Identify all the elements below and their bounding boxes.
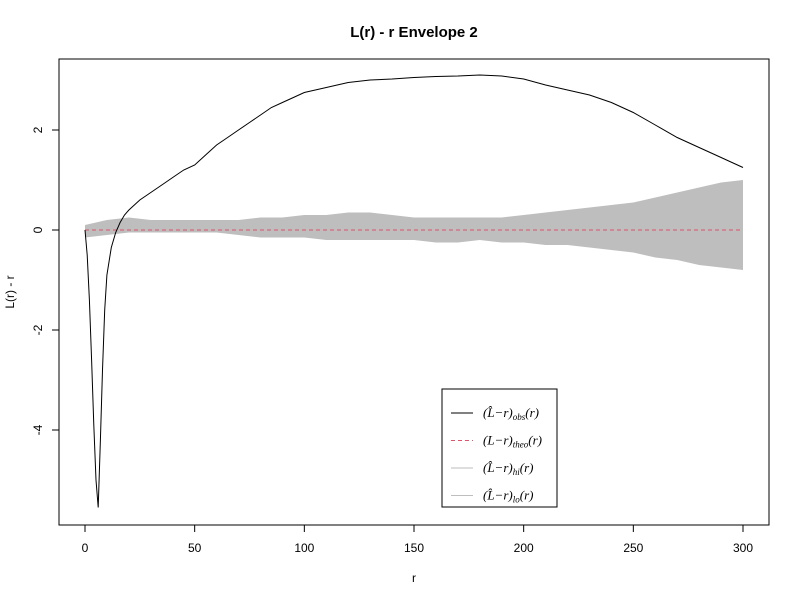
- chart-title: L(r) - r Envelope 2: [350, 24, 478, 41]
- y-tick-label: 2: [31, 126, 45, 133]
- x-tick-label: 200: [514, 541, 534, 555]
- x-tick-label: 50: [188, 541, 202, 555]
- y-axis-label: L(r) - r: [3, 275, 17, 308]
- x-axis: 0 50 100 150 200 250 300: [82, 524, 753, 555]
- envelope-band: [85, 180, 743, 270]
- x-tick-label: 0: [82, 541, 89, 555]
- y-tick-label: -2: [31, 324, 45, 335]
- y-tick-label: 0: [31, 226, 45, 233]
- legend-label-hi: (L̂−r)hi(r): [483, 460, 533, 477]
- legend-box: [441, 388, 558, 508]
- x-axis-label: r: [412, 571, 416, 585]
- envelope-area: [85, 180, 743, 270]
- y-axis: -4 -2 0 2: [31, 126, 60, 435]
- series-lines: [84, 74, 744, 508]
- legend-label-lo: (L̂−r)lo(r): [483, 488, 533, 505]
- series-obs-line: [84, 74, 744, 508]
- x-tick-label: 100: [294, 541, 314, 555]
- x-tick-label: 250: [623, 541, 643, 555]
- y-tick-label: -4: [31, 424, 45, 435]
- x-tick-label: 300: [733, 541, 753, 555]
- legend-label-obs: (L̂−r)obs(r): [483, 405, 539, 422]
- legend: (L̂−r)obs(r) (L−r)theo(r) (L̂−r)hi(r) (L̂−r…: [441, 388, 558, 508]
- legend-label-theo: (L−r)theo(r): [483, 433, 542, 450]
- x-tick-label: 150: [404, 541, 424, 555]
